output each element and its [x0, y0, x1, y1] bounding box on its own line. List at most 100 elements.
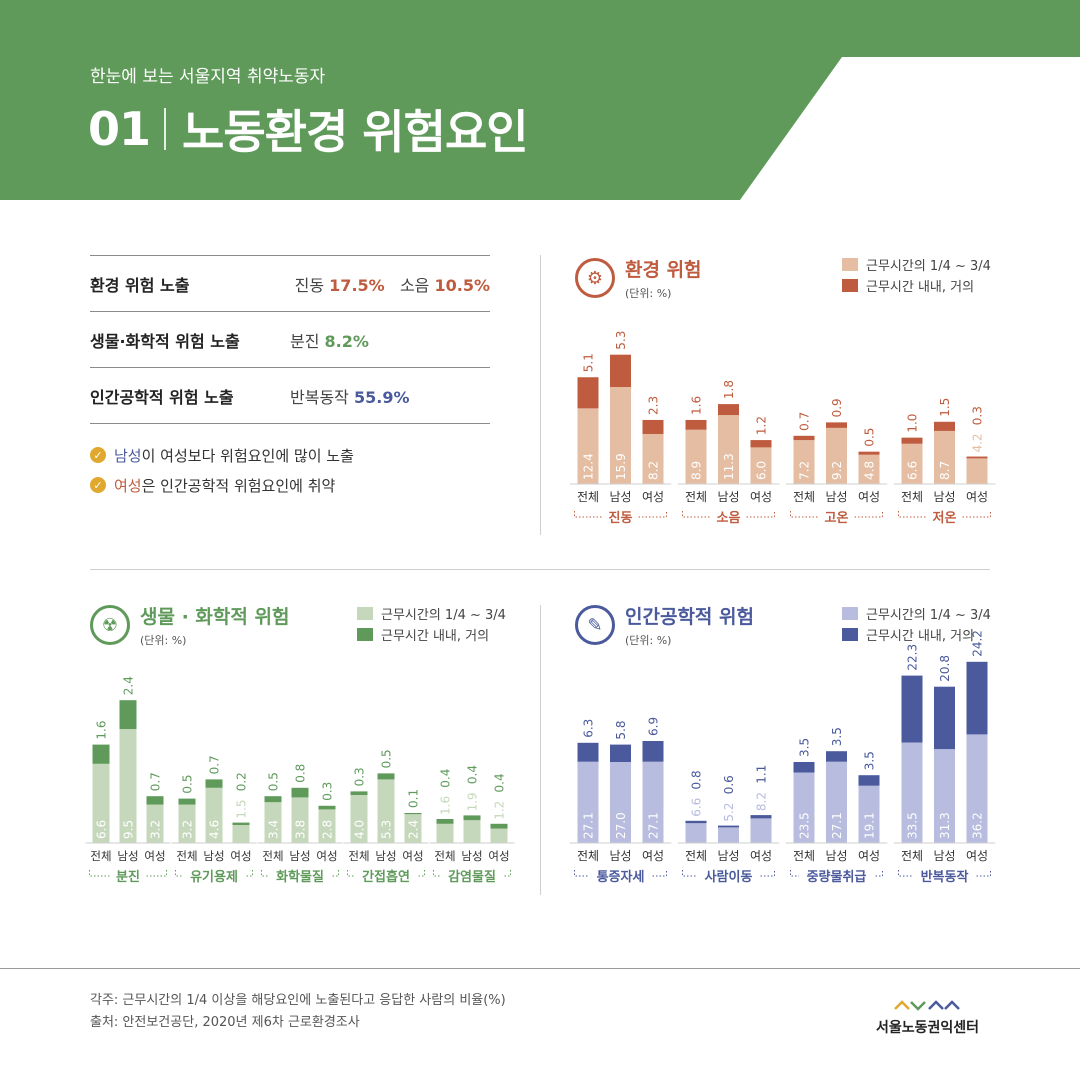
- value-label-light: 9.2: [830, 461, 844, 480]
- value-label-dark: 2.3: [646, 396, 660, 415]
- value-label-light: 27.0: [614, 812, 628, 839]
- value-label-dark: 0.4: [465, 765, 479, 784]
- bar-segment-dark: [146, 796, 164, 805]
- bar-segment-light: [826, 427, 847, 484]
- bar-segment-light: [350, 795, 368, 843]
- group-label-bg: [602, 514, 639, 520]
- tick-label: 남성: [717, 849, 739, 863]
- tick-label: 여성: [316, 849, 337, 863]
- legend-item: 근무시간의 1/4 ~ 3/4: [842, 603, 991, 624]
- value-label-dark: 22.3: [905, 644, 919, 671]
- tick-label: 남성: [717, 490, 739, 504]
- legend-swatch: [357, 607, 373, 620]
- footnote-text: 각주: 근무시간의 1/4 이상을 해당요인에 노출된다고 응답한 사람의 비율…: [90, 993, 506, 1008]
- group-label-bg: [818, 514, 855, 520]
- bar-segment-dark: [718, 404, 739, 416]
- value-label-dark: 6.9: [646, 717, 660, 736]
- legend-label: 근무시간의 1/4 ~ 3/4: [866, 259, 991, 274]
- bar-segment-dark: [377, 773, 395, 780]
- env-panel-header: ⚙ 환경 위험 (단위: %): [575, 258, 702, 301]
- tick-label: 남성: [825, 490, 847, 504]
- value-label-light: 9.5: [121, 820, 135, 839]
- summary-row: 인간공학적 위험 노출 반복동작 55.9%: [90, 367, 490, 424]
- group-label: 간접흡연: [362, 869, 410, 885]
- tick-label: 전체: [90, 849, 111, 863]
- page-title: 01 노동환경 위험요인: [88, 96, 529, 162]
- bar-segment-light: [934, 430, 955, 484]
- summary-label: 환경 위험 노출: [90, 275, 190, 295]
- group-label-bg: [441, 873, 503, 879]
- value-label-dark: 0.5: [266, 772, 280, 791]
- bar-segment-dark: [858, 775, 880, 786]
- biohazard-icon: ☢: [90, 605, 130, 645]
- bar-segment-light: [642, 433, 664, 484]
- bar-segment-light: [858, 785, 880, 843]
- tick-label: 여성: [230, 849, 251, 863]
- bar-segment-dark: [232, 822, 250, 825]
- note-item: ✓ 남성 이 여성보다 위험요인에 많이 노출: [90, 440, 354, 470]
- bar-segment-dark: [318, 805, 336, 810]
- value-label-light: 3.4: [266, 820, 280, 839]
- tick-label: 전체: [434, 849, 455, 863]
- value-label-dark: 0.4: [438, 769, 452, 788]
- ergo-panel-header: ✎ 인간공학적 위험 (단위: %): [575, 605, 754, 648]
- group-label-bg: [926, 514, 963, 520]
- value-label-dark: 1.6: [689, 396, 703, 415]
- panel-unit: (단위: %): [625, 287, 672, 300]
- value-label-dark: 0.7: [148, 772, 162, 791]
- bio-panel-header: ☢ 생물 · 화학적 위험 (단위: %): [90, 605, 289, 648]
- value-label-light: 11.3: [722, 453, 736, 480]
- value-label-dark: 5.3: [614, 331, 628, 350]
- bar-segment-light: [205, 787, 223, 843]
- bar-segment-light: [685, 429, 707, 484]
- value-label-dark: 1.8: [722, 380, 736, 399]
- bar-segment-dark: [610, 744, 631, 762]
- bar-segment-light: [92, 763, 110, 843]
- bar-segment-dark: [577, 742, 599, 762]
- tick-label: 남성: [117, 849, 138, 863]
- tick-label: 남성: [933, 849, 955, 863]
- logo-mark-icon: [893, 1000, 960, 1011]
- bar-segment-light: [291, 797, 309, 843]
- note-item: ✓ 여성 은 인간공학적 위험요인에 취약: [90, 470, 354, 500]
- summary-number: 8.2%: [324, 331, 369, 351]
- value-label-light: 15.9: [614, 453, 628, 480]
- check-icon: ✓: [90, 447, 106, 463]
- bar-segment-dark: [934, 686, 955, 750]
- tick-label: 전체: [685, 849, 707, 863]
- tick-label: 전체: [901, 849, 923, 863]
- value-label-light: 27.1: [581, 812, 595, 839]
- bar-segment-light: [901, 742, 923, 843]
- value-label-dark: 3.5: [797, 738, 811, 757]
- value-label-light: 4.2: [970, 433, 984, 452]
- group-label: 화학물질: [276, 869, 324, 885]
- legend-label: 근무시간의 1/4 ~ 3/4: [866, 608, 991, 623]
- tick-label: 전체: [348, 849, 369, 863]
- group-label-bg: [589, 873, 652, 879]
- summary-label: 인간공학적 위험 노출: [90, 387, 234, 407]
- group-label-bg: [913, 873, 976, 879]
- bar-segment-light: [577, 761, 599, 843]
- tick-label: 전체: [176, 849, 197, 863]
- value-label-light: 4.8: [862, 461, 876, 480]
- summary-row: 환경 위험 노출 진동 17.5% 소음 10.5%: [90, 255, 490, 311]
- group-label-bg: [710, 514, 747, 520]
- bar-segment-light: [750, 818, 772, 843]
- footnote: 각주: 근무시간의 1/4 이상을 해당요인에 노출된다고 응답한 사람의 비율…: [90, 990, 506, 1034]
- legend-swatch: [357, 628, 373, 641]
- summary-number: 55.9%: [353, 387, 410, 407]
- legend-swatch: [842, 607, 858, 620]
- value-label-light: 27.1: [646, 812, 660, 839]
- key-notes: ✓ 남성 이 여성보다 위험요인에 많이 노출 ✓ 여성 은 인간공학적 위험요인에…: [90, 440, 354, 500]
- group-label: 반복동작: [921, 869, 969, 885]
- value-label-dark: 3.5: [862, 751, 876, 770]
- tick-label: 전체: [577, 849, 599, 863]
- summary-item: 진동: [294, 275, 330, 295]
- bar-segment-dark: [642, 741, 664, 762]
- bar-segment-light: [318, 809, 336, 843]
- legend-swatch: [842, 258, 858, 271]
- legend-label: 근무시간 내내, 거의: [381, 629, 490, 644]
- divider: [90, 569, 990, 570]
